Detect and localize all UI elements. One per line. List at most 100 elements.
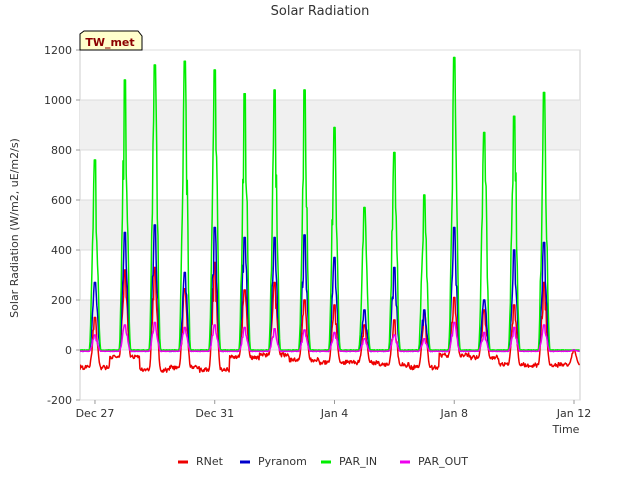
legend-item-par-in: PAR_IN	[321, 455, 377, 468]
data-point	[483, 131, 485, 134]
data-point	[513, 249, 515, 251]
series-par-out	[80, 321, 580, 353]
data-point	[333, 126, 336, 129]
y-tick-label: 400	[51, 244, 72, 257]
data-point	[363, 337, 366, 340]
data-point	[124, 324, 126, 326]
data-point	[183, 271, 186, 274]
data-point	[94, 316, 96, 319]
x-tick-label: Jan 12	[556, 407, 591, 420]
legend-label: Pyranom	[258, 455, 307, 468]
data-point	[543, 281, 545, 284]
data-point	[154, 224, 156, 226]
data-point	[453, 296, 456, 299]
y-tick-label: 1200	[44, 44, 72, 57]
legend-label: PAR_IN	[339, 455, 377, 468]
data-point	[303, 299, 306, 301]
data-point	[393, 151, 396, 154]
data-point	[543, 324, 545, 326]
data-point	[453, 321, 456, 324]
data-point	[183, 60, 186, 63]
y-axis-ticks: -200 0 200 400 600 800 1000 1200	[44, 44, 80, 407]
data-point	[124, 79, 126, 81]
data-point	[483, 331, 485, 334]
data-point	[273, 281, 276, 284]
y-tick-label: 200	[51, 294, 72, 307]
data-point	[393, 334, 396, 336]
data-point	[273, 327, 276, 330]
site-badge-box	[79, 30, 143, 51]
legend: RNet Pyranom PAR_IN PAR_OUT	[178, 455, 468, 468]
y-tick-label: -200	[47, 394, 72, 407]
data-point	[124, 231, 126, 234]
data-point	[243, 236, 246, 239]
data-point	[243, 326, 246, 329]
data-point	[453, 56, 456, 59]
data-point	[154, 266, 156, 269]
background-band	[80, 200, 580, 250]
series-par-in	[80, 56, 580, 351]
data-point	[213, 69, 216, 71]
legend-item-pyranom: Pyranom	[240, 455, 307, 468]
data-point	[513, 115, 515, 118]
data-point	[483, 299, 485, 301]
data-point	[243, 289, 246, 291]
data-point	[423, 194, 426, 196]
site-badge: TW_met	[79, 30, 143, 51]
chart-title: Solar Radiation	[271, 4, 370, 19]
x-axis-ticks: Dec 27 Dec 31 Jan 4 Jan 8 Jan 12	[76, 400, 591, 420]
data-point	[393, 319, 396, 321]
background-band	[80, 100, 580, 150]
data-point	[303, 89, 306, 91]
legend-label: RNet	[196, 455, 224, 468]
data-point	[154, 321, 156, 324]
data-point	[333, 256, 336, 259]
data-point	[483, 309, 485, 311]
series-line-par-in	[80, 56, 580, 351]
data-point	[154, 64, 156, 66]
data-point	[333, 331, 336, 334]
y-tick-label: 1000	[44, 94, 72, 107]
y-tick-label: 800	[51, 144, 72, 157]
legend-item-rnet: RNet	[178, 455, 224, 468]
data-point	[303, 329, 306, 331]
legend-label: PAR_OUT	[418, 455, 468, 468]
data-point	[543, 241, 545, 244]
y-tick-label: 0	[65, 344, 72, 357]
data-point	[363, 324, 366, 326]
data-point	[333, 304, 336, 306]
data-point	[423, 337, 426, 340]
data-point	[183, 326, 186, 329]
data-point	[363, 309, 366, 311]
data-point	[124, 269, 126, 271]
legend-item-par-out: PAR_OUT	[400, 455, 468, 468]
x-axis-title: Time	[552, 423, 580, 436]
data-point	[94, 334, 96, 336]
data-point	[243, 92, 246, 95]
x-tick-label: Jan 4	[320, 407, 348, 420]
data-point	[393, 266, 396, 269]
series-line-par-out	[80, 321, 580, 353]
data-point	[94, 159, 96, 161]
data-point	[303, 234, 306, 236]
y-tick-label: 600	[51, 194, 72, 207]
x-tick-label: Dec 27	[76, 407, 115, 420]
data-point	[363, 206, 366, 209]
series-line-rnet	[80, 261, 580, 373]
y-axis-title: Solar Radiation (W/m2, uE/m2/s)	[8, 138, 21, 318]
data-point	[273, 89, 276, 91]
x-tick-label: Jan 8	[440, 407, 468, 420]
series-layer	[80, 56, 580, 373]
data-point	[513, 304, 515, 306]
data-point	[513, 326, 515, 329]
data-point	[273, 236, 276, 239]
data-point	[213, 324, 216, 326]
data-point	[213, 226, 216, 229]
x-tick-label: Dec 31	[195, 407, 234, 420]
data-point	[423, 309, 426, 311]
site-badge-label: TW_met	[85, 36, 134, 49]
data-point	[94, 281, 96, 284]
data-point	[543, 91, 545, 94]
data-point	[453, 226, 456, 229]
